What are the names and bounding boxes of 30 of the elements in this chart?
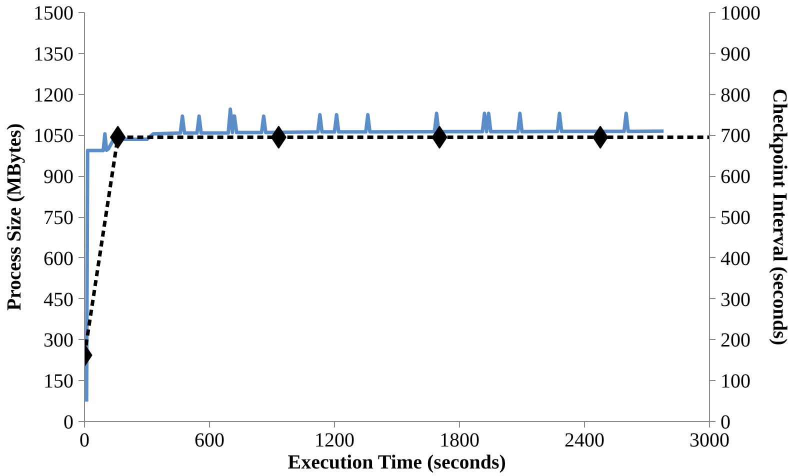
y2-tick-label: 900 xyxy=(720,43,750,66)
y2-tick-label: 700 xyxy=(720,125,750,148)
y-tick-label: 1350 xyxy=(34,43,74,66)
line-series xyxy=(84,108,666,404)
x-tick-label: 0 xyxy=(80,430,90,452)
y-tick-label: 600 xyxy=(44,248,74,270)
y2-tick-label: 200 xyxy=(720,330,750,352)
y2-axis-title: Checkpoint Interval (seconds) xyxy=(768,88,790,346)
y2-tick-label: 500 xyxy=(720,207,750,229)
y-tick-label: 1500 xyxy=(34,2,74,24)
y-tick-label: 1200 xyxy=(34,84,74,106)
x-tick-label: 2400 xyxy=(564,430,604,452)
y-tick-label: 1050 xyxy=(34,125,74,148)
y-tick-label: 300 xyxy=(44,330,74,352)
x-axis-title: Execution Time (seconds) xyxy=(288,452,506,474)
y-tick-label: 750 xyxy=(44,207,74,229)
x-tick-label: 600 xyxy=(194,430,224,452)
y2-tick-label: 1000 xyxy=(720,2,760,24)
y-tick-label: 450 xyxy=(44,288,74,311)
y-tick-label: 900 xyxy=(44,166,74,188)
y2-tick-label: 800 xyxy=(720,84,750,106)
y-tick-label: 150 xyxy=(44,370,74,393)
y-tick-label: 0 xyxy=(64,412,74,434)
x-tick-label: 1800 xyxy=(440,430,480,452)
x-tick-label: 1200 xyxy=(314,430,354,452)
y2-tick-label: 300 xyxy=(720,288,750,311)
y-axis-title: Process Size (MBytes) xyxy=(4,123,26,311)
y2-tick-label: 100 xyxy=(720,370,750,393)
y2-tick-label: 600 xyxy=(720,166,750,188)
y2-tick-label: 400 xyxy=(720,248,750,270)
